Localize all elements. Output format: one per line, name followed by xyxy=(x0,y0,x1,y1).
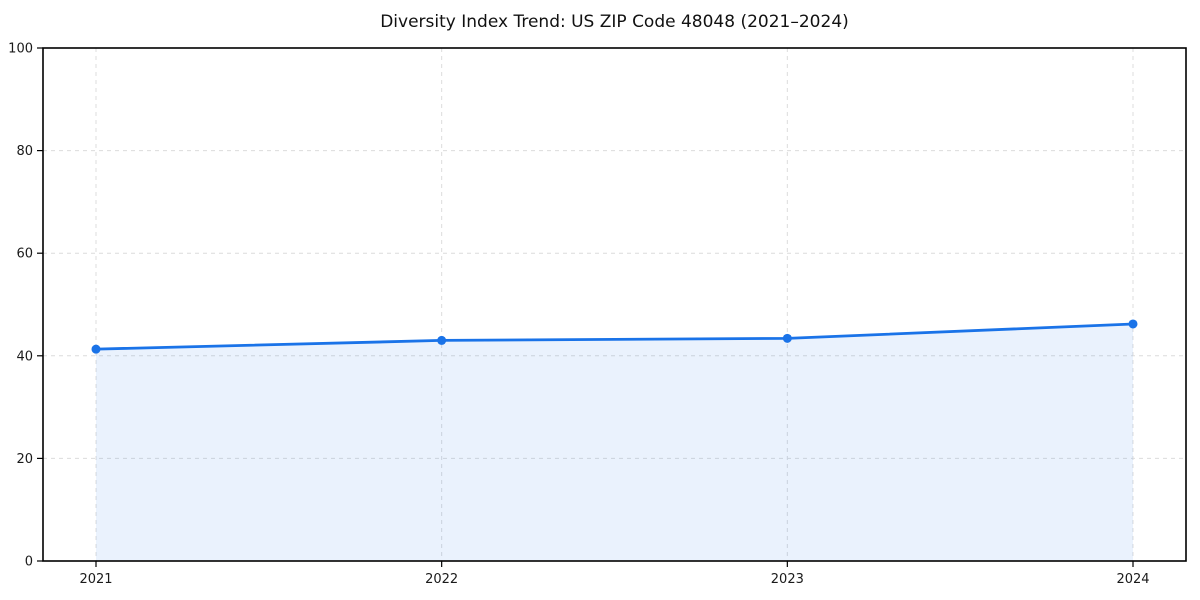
x-tick-label: 2021 xyxy=(79,572,112,587)
data-point-2024 xyxy=(1128,319,1138,329)
y-tick-label: 100 xyxy=(8,42,33,57)
y-tick-label: 80 xyxy=(16,144,33,159)
data-point-2022 xyxy=(437,335,447,345)
y-tick-label: 0 xyxy=(25,555,33,570)
data-point-2021 xyxy=(91,344,101,354)
trend-line xyxy=(94,322,1135,351)
data-point-2023 xyxy=(782,333,792,343)
y-tick-label: 60 xyxy=(16,247,33,262)
y-tick-label: 40 xyxy=(16,349,33,364)
x-tick-label: 2024 xyxy=(1116,572,1149,587)
area-fill xyxy=(96,323,1133,561)
x-tick-label: 2023 xyxy=(771,572,804,587)
y-tick-label: 20 xyxy=(16,452,33,467)
chart-title: Diversity Index Trend: US ZIP Code 48048… xyxy=(380,12,849,32)
x-tick-label: 2022 xyxy=(425,572,458,587)
axes-box xyxy=(42,47,1187,562)
